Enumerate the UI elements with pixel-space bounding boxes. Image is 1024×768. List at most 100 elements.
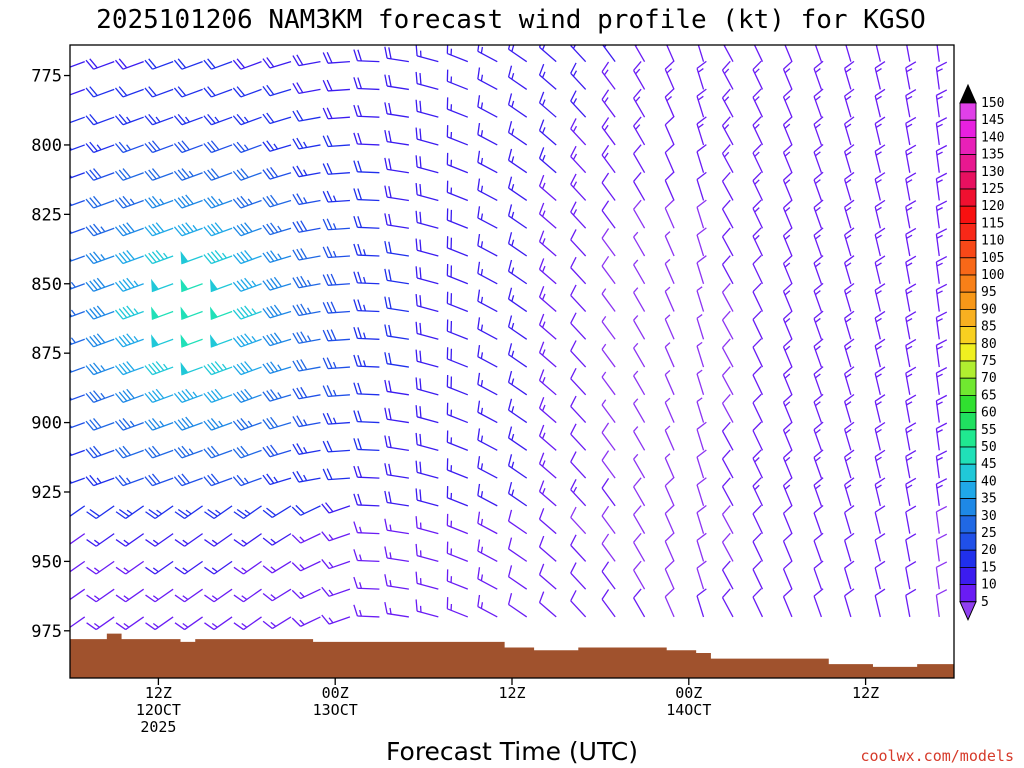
wind-barb (180, 250, 203, 265)
wind-barb (664, 477, 675, 507)
wind-barb (874, 144, 886, 173)
wind-barb (85, 58, 115, 70)
wind-barb (415, 460, 439, 479)
wind-barb (721, 532, 734, 562)
wind-barb (204, 616, 233, 631)
wind-barb (782, 504, 793, 534)
wind-barb (507, 45, 528, 63)
wind-barb (633, 342, 646, 368)
wind-barb (813, 532, 824, 562)
wind-barb (752, 532, 764, 562)
wind-barb (752, 366, 764, 396)
wind-barb (696, 532, 707, 562)
wind-barb (145, 588, 174, 603)
wind-barb (292, 220, 321, 233)
wind-barb (151, 278, 174, 293)
wind-barb (86, 505, 115, 520)
wind-barb (70, 505, 86, 520)
wind-barb (262, 389, 292, 402)
wind-barb (507, 259, 528, 285)
wind-barb (384, 213, 409, 229)
colorbar-label: 50 (981, 440, 997, 455)
wind-barb (292, 443, 321, 455)
wind-barb (446, 486, 469, 507)
wind-barb (538, 285, 557, 313)
wind-barb (85, 223, 115, 237)
wind-barb (173, 168, 203, 181)
wind-barb (115, 616, 145, 631)
wind-barb (115, 560, 145, 575)
wind-barb (874, 116, 886, 146)
wind-barb (353, 354, 380, 368)
colorbar-label: 65 (981, 388, 997, 403)
wind-barb (446, 569, 469, 590)
wind-barb (180, 306, 203, 320)
wind-barb (905, 200, 917, 229)
wind-barb (85, 474, 115, 487)
wind-barb (144, 86, 174, 98)
wind-barb (601, 505, 616, 535)
wind-barb (721, 366, 734, 396)
wind-barb (507, 343, 528, 368)
wind-barb (415, 210, 439, 229)
wind-barb (721, 449, 734, 479)
wind-barb (696, 314, 705, 340)
colorbar-label: 150 (981, 96, 1004, 111)
wind-barb (721, 199, 734, 229)
wind-barb (114, 86, 144, 98)
wind-barb (633, 398, 646, 423)
wind-barb (114, 445, 144, 459)
wind-barb (70, 421, 85, 431)
wind-barb (782, 60, 793, 90)
wind-barb (721, 227, 734, 257)
wind-barb (70, 144, 85, 154)
wind-barb (70, 588, 86, 603)
wind-barb (843, 282, 855, 312)
wind-barb (203, 58, 233, 70)
colorbar-swatch (959, 549, 977, 568)
wind-barb (232, 250, 262, 265)
wind-barb (782, 171, 793, 201)
wind-barb (601, 343, 616, 368)
wind-barb (203, 250, 233, 265)
wind-barb (70, 449, 85, 459)
wind-barb (232, 113, 262, 126)
wind-barb (538, 45, 557, 63)
wind-barb (262, 112, 292, 125)
wind-barb (782, 449, 793, 479)
wind-barb (446, 430, 469, 451)
wind-barb (538, 147, 557, 174)
wind-barb (633, 505, 646, 534)
wind-barb (477, 511, 498, 535)
wind-barb (782, 393, 793, 423)
wind-barb (415, 321, 439, 340)
wind-barb (570, 90, 587, 118)
wind-barb (935, 89, 948, 118)
wind-barb (291, 504, 321, 516)
wind-barb (813, 421, 824, 451)
wind-barb (477, 483, 498, 507)
wind-barb (70, 116, 85, 126)
wind-barb (664, 199, 675, 229)
wind-barb (204, 560, 233, 575)
wind-barb (664, 369, 675, 396)
wind-barb (935, 311, 948, 340)
wind-barb (477, 317, 498, 340)
colorbar-swatch (959, 532, 977, 551)
wind-barb (384, 102, 409, 118)
wind-barb (262, 276, 292, 291)
wind-barb (114, 222, 144, 237)
wind-barb (232, 168, 262, 181)
x-tick-label: 12OCT (136, 701, 181, 719)
wind-barb (538, 563, 557, 590)
wind-barb (415, 99, 439, 118)
wind-barb (935, 61, 948, 90)
wind-barb (633, 45, 646, 62)
wind-barb (752, 310, 764, 340)
wind-barb (232, 195, 262, 209)
wind-barb (262, 332, 292, 347)
wind-barb (874, 283, 886, 312)
colorbar-swatch (959, 274, 977, 293)
wind-barb (291, 533, 321, 544)
